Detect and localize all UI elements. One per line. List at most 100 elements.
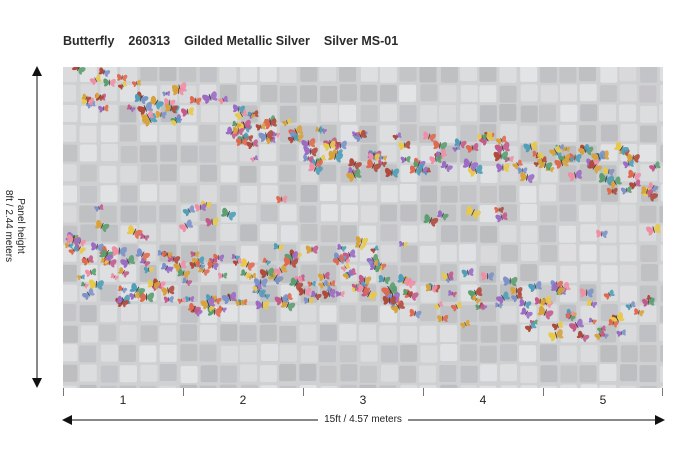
butterfly-icon bbox=[614, 141, 629, 156]
mural-tile bbox=[419, 365, 436, 383]
mural-tile bbox=[139, 145, 157, 163]
mural-tile bbox=[560, 384, 577, 388]
mural-tile bbox=[139, 205, 157, 223]
panel-number: 4 bbox=[479, 393, 487, 407]
mural-tile bbox=[220, 224, 238, 241]
mural-tile bbox=[240, 67, 258, 82]
mural-tile bbox=[579, 164, 597, 182]
butterfly-icon bbox=[71, 67, 86, 75]
butterfly-icon bbox=[182, 205, 196, 217]
mural-tile bbox=[239, 325, 257, 342]
mural-tile bbox=[79, 305, 97, 323]
butterfly-icon bbox=[649, 161, 661, 172]
butterfly-icon bbox=[576, 330, 590, 342]
mural-tile bbox=[280, 304, 298, 322]
mural-tile bbox=[399, 84, 417, 102]
mural-tile bbox=[560, 365, 578, 383]
mural-tile bbox=[300, 224, 318, 241]
butterfly-icon bbox=[149, 95, 164, 110]
pattern-colorway: Silver MS-01 bbox=[323, 34, 399, 48]
butterfly-icon bbox=[461, 268, 474, 278]
mural-tile bbox=[140, 304, 158, 322]
mural-tile bbox=[519, 126, 537, 143]
mural-tile bbox=[559, 204, 577, 222]
butterfly-icon bbox=[471, 295, 482, 304]
butterfly-icon bbox=[493, 151, 509, 162]
mural-tile bbox=[459, 244, 476, 262]
mural-tile bbox=[539, 225, 557, 243]
mural-tile bbox=[63, 364, 78, 382]
butterfly-icon bbox=[252, 283, 263, 292]
mural-tile bbox=[180, 344, 198, 362]
mural-tile bbox=[119, 124, 137, 142]
mural-tile bbox=[199, 344, 217, 362]
mural-tile bbox=[400, 165, 418, 183]
butterfly-icon bbox=[283, 256, 299, 268]
mural-tile bbox=[619, 104, 637, 122]
mural-tile bbox=[419, 304, 437, 322]
butterfly-icon bbox=[400, 155, 411, 163]
butterfly-icon bbox=[179, 219, 194, 233]
butterfly-icon bbox=[355, 241, 366, 251]
mural-tile bbox=[180, 125, 198, 143]
mural-tile bbox=[379, 385, 397, 388]
butterfly-icon bbox=[164, 98, 176, 107]
mural-tile bbox=[159, 364, 177, 381]
butterfly-icon bbox=[100, 257, 109, 265]
mural-tile bbox=[200, 164, 217, 182]
butterfly-icon bbox=[202, 91, 218, 104]
mural-tile bbox=[619, 244, 637, 262]
mural-tile bbox=[439, 244, 457, 262]
mural-tile bbox=[200, 105, 218, 123]
butterfly-icon bbox=[565, 312, 576, 322]
mural-tile bbox=[639, 85, 657, 103]
mural-tile bbox=[359, 184, 377, 202]
mural-tile bbox=[520, 365, 538, 383]
mural-tile bbox=[460, 344, 478, 362]
butterfly-icon bbox=[381, 282, 397, 297]
mural-tile bbox=[620, 364, 637, 382]
mural-tile bbox=[620, 285, 637, 303]
mural-tile bbox=[159, 67, 177, 82]
mural-tile bbox=[80, 186, 97, 203]
mural-tile bbox=[220, 304, 238, 322]
mural-tile bbox=[579, 244, 597, 262]
butterfly-icon bbox=[452, 145, 461, 152]
mural-tile bbox=[379, 125, 397, 143]
butterfly-icon bbox=[323, 140, 336, 151]
mural-tile bbox=[63, 344, 78, 362]
butterfly-icon bbox=[301, 138, 316, 149]
butterfly-icon bbox=[366, 159, 381, 173]
mural-tile bbox=[660, 365, 663, 383]
mural-tile bbox=[660, 67, 663, 82]
mural-tile bbox=[641, 264, 658, 282]
mural-tile bbox=[99, 324, 117, 342]
mural-tile bbox=[340, 124, 358, 142]
mural-tile bbox=[279, 67, 297, 83]
mural-tile bbox=[260, 385, 278, 388]
panel-number: 5 bbox=[599, 393, 607, 407]
butterfly-icon bbox=[440, 160, 453, 173]
mural-tile bbox=[299, 105, 317, 123]
mural-tile bbox=[159, 184, 177, 202]
mural-tile bbox=[120, 165, 138, 183]
mural-tile bbox=[419, 325, 437, 343]
mural-tile bbox=[240, 185, 258, 203]
mural-tile bbox=[219, 264, 237, 282]
butterfly-icon bbox=[232, 120, 242, 129]
mural-tile bbox=[300, 85, 317, 103]
mural-tile bbox=[599, 85, 617, 103]
butterfly-icon bbox=[454, 138, 467, 149]
mural-tile bbox=[159, 325, 177, 343]
butterfly-icon bbox=[205, 217, 219, 227]
panel-divider bbox=[423, 388, 424, 396]
mural-tile bbox=[380, 264, 398, 282]
butterfly-icon bbox=[173, 260, 187, 272]
butterfly-icon bbox=[335, 290, 345, 298]
mural-tile bbox=[339, 345, 357, 363]
mural-tile bbox=[99, 205, 117, 223]
butterfly-icon bbox=[520, 307, 533, 319]
mural-tile bbox=[539, 265, 557, 283]
mural-tile bbox=[79, 144, 97, 162]
width-label-text: 15ft / 4.57 meters bbox=[318, 414, 408, 425]
